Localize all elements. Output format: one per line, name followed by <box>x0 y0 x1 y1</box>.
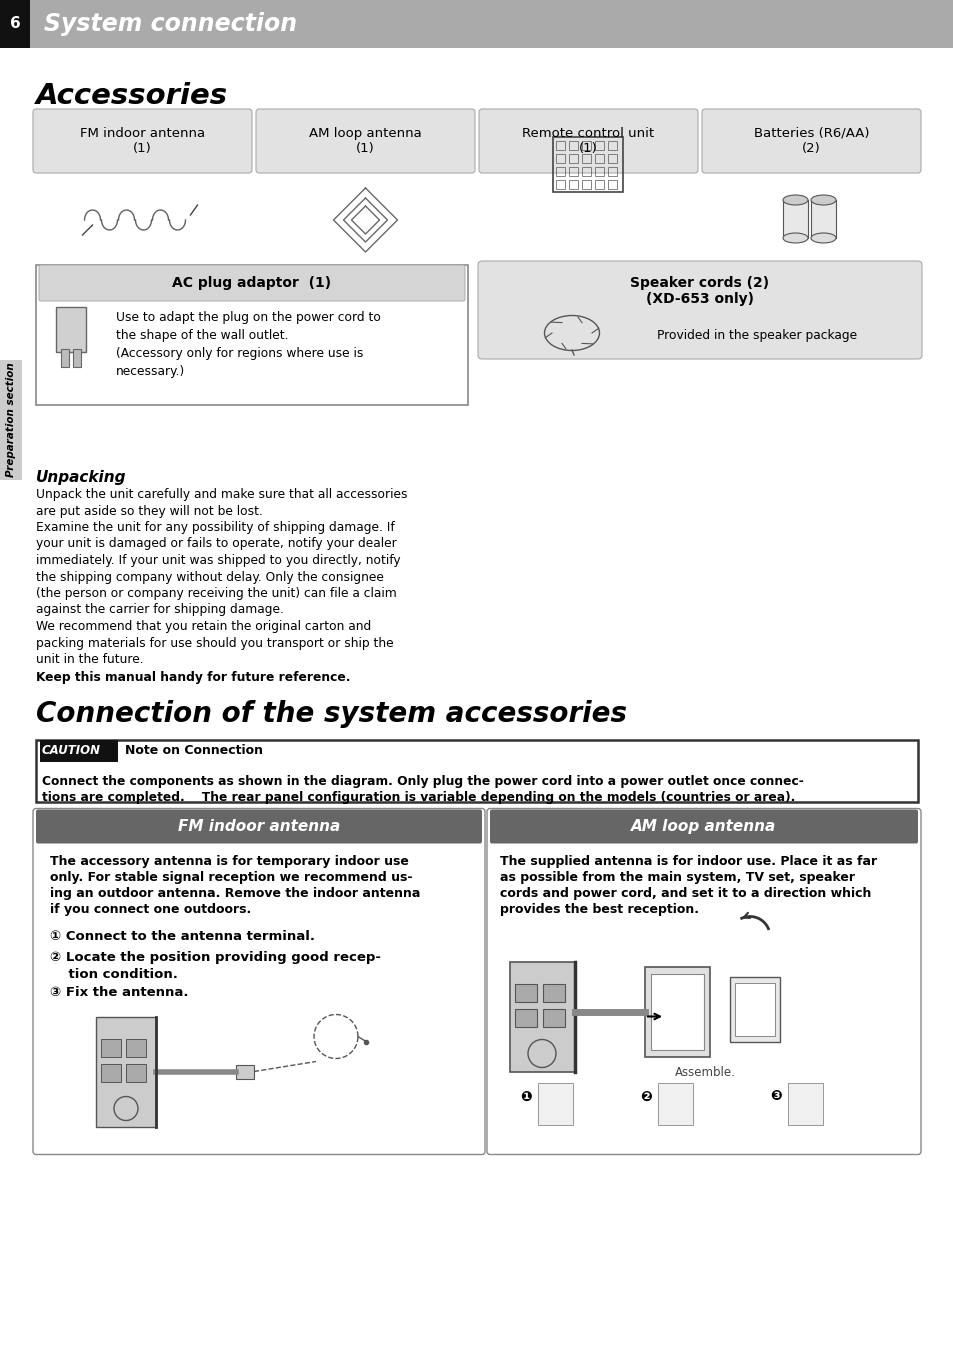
Text: ① Connect to the antenna terminal.: ① Connect to the antenna terminal. <box>50 929 314 943</box>
Text: Unpack the unit carefully and make sure that all accessories: Unpack the unit carefully and make sure … <box>36 488 407 501</box>
Bar <box>569 168 578 176</box>
Bar <box>515 1008 537 1027</box>
Text: are put aside so they will not be lost.: are put aside so they will not be lost. <box>36 504 263 517</box>
Text: Preparation section: Preparation section <box>6 362 16 477</box>
Text: unit in the future.: unit in the future. <box>36 653 144 666</box>
Text: ing an outdoor antenna. Remove the indoor antenna: ing an outdoor antenna. Remove the indoo… <box>50 888 420 901</box>
Bar <box>582 154 591 163</box>
Text: as possible from the main system, TV set, speaker: as possible from the main system, TV set… <box>499 871 854 885</box>
Bar <box>811 200 836 238</box>
FancyBboxPatch shape <box>701 109 920 173</box>
Bar <box>595 154 604 163</box>
Text: Provided in the speaker package: Provided in the speaker package <box>657 328 856 342</box>
Bar <box>608 154 617 163</box>
Text: tions are completed.    The rear panel configuration is variable depending on th: tions are completed. The rear panel conf… <box>42 792 795 804</box>
Text: AM loop antenna: AM loop antenna <box>631 819 776 834</box>
Text: AC plug adaptor  (1): AC plug adaptor (1) <box>172 276 332 290</box>
FancyBboxPatch shape <box>255 109 475 173</box>
Ellipse shape <box>782 232 807 243</box>
Bar <box>595 180 604 189</box>
Text: the shipping company without delay. Only the consignee: the shipping company without delay. Only… <box>36 570 383 584</box>
Text: only. For stable signal reception we recommend us-: only. For stable signal reception we rec… <box>50 871 412 885</box>
Bar <box>126 1063 146 1082</box>
FancyBboxPatch shape <box>478 109 698 173</box>
Bar <box>734 982 774 1035</box>
Bar <box>101 1063 121 1082</box>
Text: AM loop antenna
(1): AM loop antenna (1) <box>309 127 421 155</box>
Text: 6: 6 <box>10 16 20 31</box>
Bar <box>542 1008 564 1027</box>
Bar <box>101 1039 121 1056</box>
Bar <box>556 180 565 189</box>
Text: tion condition.: tion condition. <box>50 967 177 981</box>
Bar <box>56 307 86 353</box>
Bar <box>608 168 617 176</box>
FancyBboxPatch shape <box>36 809 481 843</box>
Text: ❶: ❶ <box>519 1089 531 1104</box>
Text: your unit is damaged or fails to operate, notify your dealer: your unit is damaged or fails to operate… <box>36 538 396 550</box>
Bar <box>787 1082 822 1124</box>
Text: ③ Fix the antenna.: ③ Fix the antenna. <box>50 985 189 998</box>
Bar <box>582 168 591 176</box>
Bar <box>235 1065 253 1078</box>
Text: The supplied antenna is for indoor use. Place it as far: The supplied antenna is for indoor use. … <box>499 855 876 869</box>
Bar <box>96 1016 156 1127</box>
Bar <box>556 141 565 150</box>
FancyBboxPatch shape <box>33 808 484 1155</box>
Text: Unpacking: Unpacking <box>36 470 127 485</box>
Text: against the carrier for shipping damage.: against the carrier for shipping damage. <box>36 604 284 616</box>
Bar <box>658 1082 692 1124</box>
Text: cords and power cord, and set it to a direction which: cords and power cord, and set it to a di… <box>499 888 870 901</box>
Bar <box>608 141 617 150</box>
FancyBboxPatch shape <box>39 265 464 301</box>
Text: Examine the unit for any possibility of shipping damage. If: Examine the unit for any possibility of … <box>36 521 395 534</box>
Text: (the person or company receiving the unit) can file a claim: (the person or company receiving the uni… <box>36 586 396 600</box>
FancyBboxPatch shape <box>486 808 920 1155</box>
Bar <box>595 141 604 150</box>
Text: ② Locate the position providing good recep-: ② Locate the position providing good rec… <box>50 951 380 965</box>
Text: immediately. If your unit was shipped to you directly, notify: immediately. If your unit was shipped to… <box>36 554 400 567</box>
Bar <box>0 0 30 49</box>
Text: ❷: ❷ <box>639 1089 651 1104</box>
Bar <box>650 974 703 1050</box>
Bar <box>553 136 623 192</box>
Bar <box>556 168 565 176</box>
Text: Batteries (R6/AA)
(2): Batteries (R6/AA) (2) <box>753 127 868 155</box>
Bar <box>582 141 591 150</box>
Text: Note on Connection: Note on Connection <box>125 744 263 757</box>
Bar <box>729 977 780 1042</box>
Text: Accessories: Accessories <box>36 82 228 109</box>
FancyBboxPatch shape <box>490 809 917 843</box>
Text: System connection: System connection <box>44 12 296 36</box>
Text: if you connect one outdoors.: if you connect one outdoors. <box>50 904 251 916</box>
Text: Speaker cords (2)
(XD-653 only): Speaker cords (2) (XD-653 only) <box>630 276 769 307</box>
Bar <box>569 141 578 150</box>
FancyBboxPatch shape <box>33 109 252 173</box>
Bar <box>0 359 22 480</box>
Bar <box>40 739 118 762</box>
FancyBboxPatch shape <box>477 261 921 359</box>
Bar <box>126 1039 146 1056</box>
Ellipse shape <box>810 232 835 243</box>
Bar <box>0 0 953 49</box>
Bar <box>582 180 591 189</box>
Text: The accessory antenna is for temporary indoor use: The accessory antenna is for temporary i… <box>50 855 409 869</box>
Text: ❸: ❸ <box>769 1089 781 1104</box>
Bar <box>569 154 578 163</box>
Text: Remote control unit
(1): Remote control unit (1) <box>522 127 654 155</box>
Bar <box>61 349 69 367</box>
Bar <box>569 180 578 189</box>
Bar <box>595 168 604 176</box>
Ellipse shape <box>810 195 835 205</box>
Ellipse shape <box>782 195 807 205</box>
Text: Assemble.: Assemble. <box>675 1066 735 1079</box>
Bar <box>556 154 565 163</box>
Text: Use to adapt the plug on the power cord to
the shape of the wall outlet.
(Access: Use to adapt the plug on the power cord … <box>116 311 380 378</box>
Text: CAUTION: CAUTION <box>42 744 101 757</box>
Text: Keep this manual handy for future reference.: Keep this manual handy for future refere… <box>36 671 350 685</box>
Bar <box>73 349 81 367</box>
Text: Connect the components as shown in the diagram. Only plug the power cord into a : Connect the components as shown in the d… <box>42 775 803 789</box>
Text: FM indoor antenna: FM indoor antenna <box>177 819 340 834</box>
Bar <box>36 265 468 405</box>
Text: packing materials for use should you transport or ship the: packing materials for use should you tra… <box>36 636 394 650</box>
